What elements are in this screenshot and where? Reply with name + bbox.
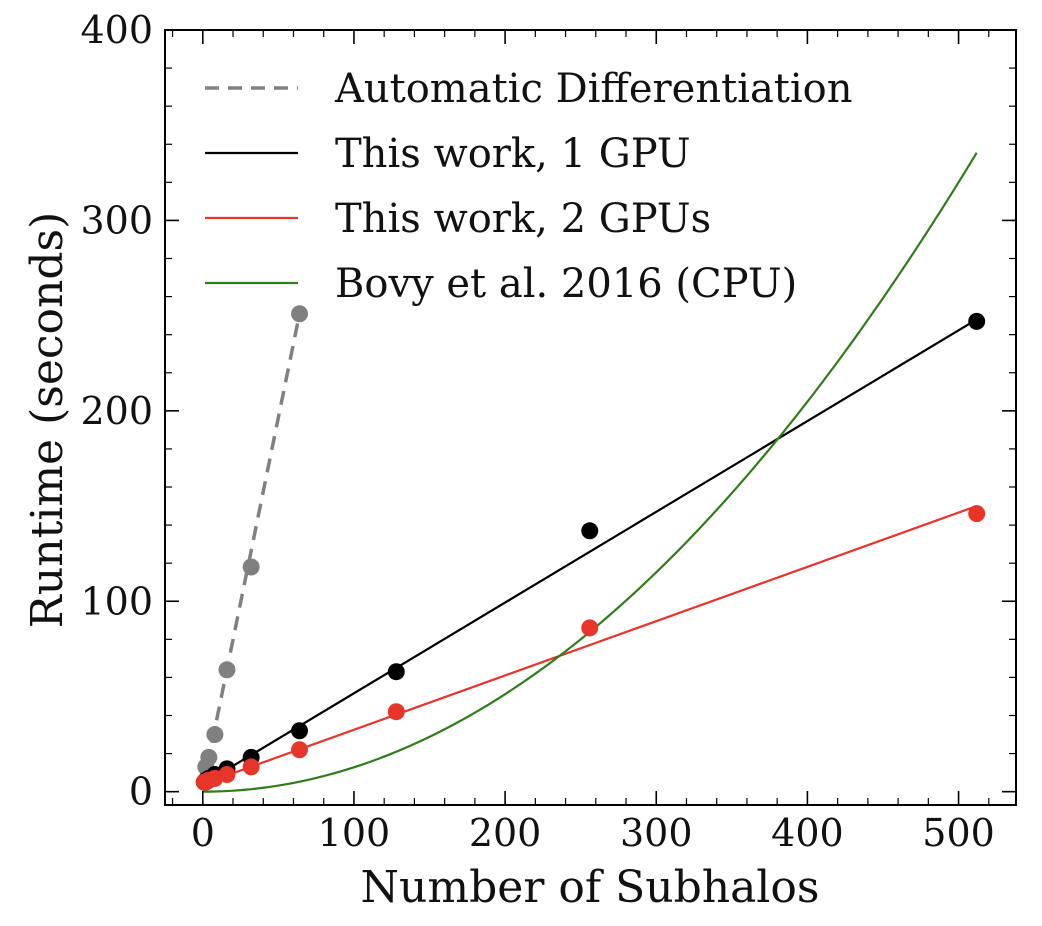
legend-label-2: This work, 2 GPUs — [335, 196, 711, 242]
x-axis-label: Number of Subhalos — [361, 862, 820, 913]
y-tick-label: 0 — [129, 770, 153, 814]
y-tick-label: 100 — [80, 579, 153, 623]
legend-label-1: This work, 1 GPU — [335, 131, 691, 177]
x-tick-label: 400 — [771, 811, 844, 855]
y-tick-label: 200 — [80, 389, 153, 433]
series-0-point-3 — [206, 726, 224, 744]
y-tick-label: 300 — [80, 198, 153, 242]
series-1-point-6 — [291, 722, 309, 740]
series-2-point-5 — [242, 758, 260, 776]
y-axis-label: Runtime (seconds) — [22, 212, 73, 628]
series-2-point-8 — [581, 619, 599, 637]
series-2-fit-line — [202, 505, 978, 786]
x-tick-label: 0 — [191, 811, 215, 855]
y-tick-label: 400 — [80, 8, 153, 52]
series-0-fit-line — [201, 313, 302, 789]
x-tick-label: 300 — [620, 811, 693, 855]
series-1-point-9 — [968, 312, 986, 330]
series-1-fit-line — [202, 318, 978, 785]
plot-frame — [164, 29, 1017, 806]
legend-label-0: Automatic Differentiation — [334, 66, 853, 112]
series-3-curve — [202, 152, 978, 793]
series-0-point-5 — [242, 558, 260, 576]
series-2-point-6 — [291, 741, 309, 759]
series-2-point-7 — [387, 703, 405, 721]
series-2-point-4 — [218, 766, 236, 784]
x-tick-label: 100 — [318, 811, 391, 855]
plot-area — [195, 152, 986, 793]
legend: Automatic Differentiation This work, 1 GP… — [205, 66, 853, 307]
legend-label-3: Bovy et al. 2016 (CPU) — [335, 261, 797, 307]
x-tick-label: 200 — [469, 811, 542, 855]
series-0-point-2 — [200, 748, 218, 766]
series-0-point-6 — [291, 305, 309, 323]
series-1-point-7 — [387, 663, 405, 681]
x-tick-label: 500 — [922, 811, 995, 855]
axis-ticks — [165, 29, 1016, 805]
tick-labels: 0 100 200 300 400 500 0 100 200 300 400 — [80, 8, 994, 855]
series-0-point-4 — [218, 661, 236, 679]
series-1-point-8 — [581, 522, 599, 540]
series-2-point-9 — [968, 505, 986, 523]
